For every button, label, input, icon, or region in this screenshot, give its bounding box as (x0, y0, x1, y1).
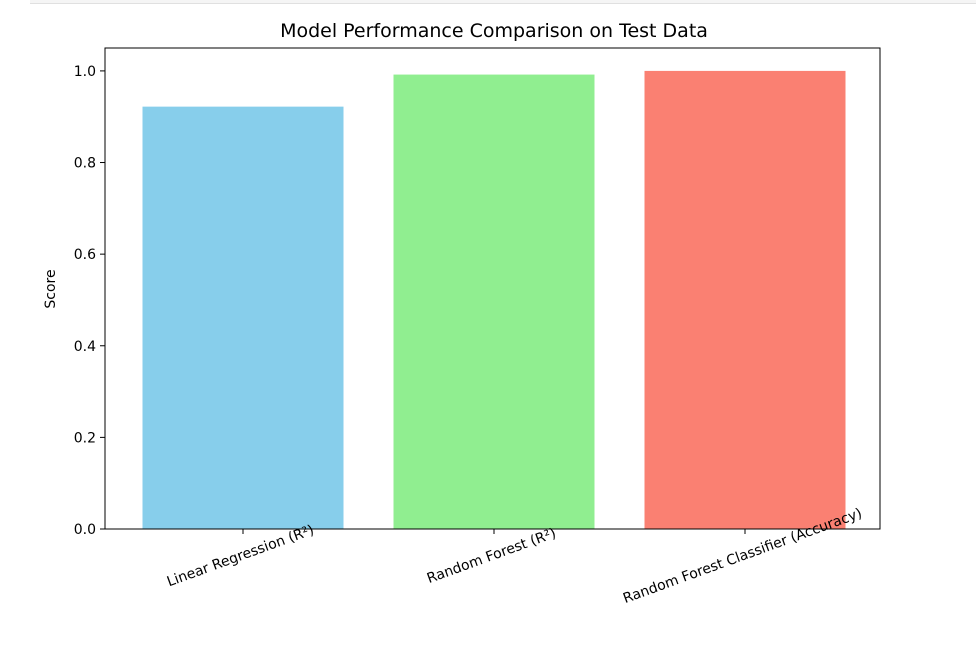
y-tick-label: 0.6 (74, 247, 96, 263)
x-tick-label: Random Forest (R²) (425, 525, 558, 587)
y-axis-label: Score (43, 269, 59, 308)
chart-title: Model Performance Comparison on Test Dat… (280, 20, 708, 42)
bar-3 (644, 70, 846, 530)
output-cell-top-border (30, 0, 976, 4)
x-tick-label: Linear Regression (R²) (165, 522, 316, 590)
y-tick-label: 1.0 (74, 64, 96, 80)
y-tick-label: 0.0 (74, 522, 96, 538)
y-tick-label: 0.8 (74, 156, 96, 172)
y-axis: 0.0 0.2 0.4 0.6 0.8 1.0 (74, 64, 105, 538)
bar-2 (393, 74, 595, 530)
bar-1 (142, 106, 344, 529)
y-tick-label: 0.2 (74, 430, 96, 446)
plot-frame (104, 47, 881, 530)
bars-layer (142, 70, 846, 530)
y-tick-label: 0.4 (74, 339, 96, 355)
